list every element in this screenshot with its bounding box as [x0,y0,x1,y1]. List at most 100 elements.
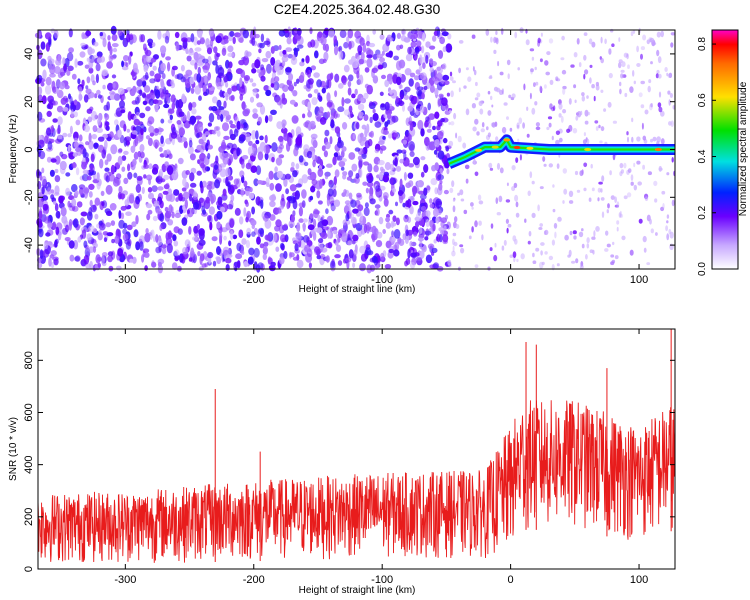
noise-cell [517,124,519,129]
noise-cell [103,237,108,243]
noise-cell [54,175,61,183]
noise-cell [222,251,228,256]
noise-cell [92,125,98,133]
noise-cell [208,214,213,225]
noise-cell [157,186,164,191]
noise-cell [198,239,206,246]
noise-cell [100,255,105,265]
noise-cell [614,255,619,260]
noise-cell [332,188,337,198]
noise-cell [409,151,415,158]
noise-cell [95,254,101,264]
noise-cell [278,44,282,51]
noise-cell [379,34,385,40]
noise-cell [135,96,140,105]
noise-cell [437,50,444,59]
chart-title: C2E4.2025.364.02.48.G30 [274,1,441,17]
noise-cell [161,244,167,249]
noise-cell [425,210,431,217]
noise-cell [439,180,443,185]
noise-cell [140,151,145,159]
noise-cell [450,121,455,126]
noise-cell [334,45,338,56]
noise-cell [487,110,492,116]
noise-cell [415,221,420,228]
noise-cell [186,110,191,121]
noise-cell [132,85,137,94]
noise-cell [96,51,103,58]
noise-cell [296,259,304,269]
noise-cell [62,57,66,66]
noise-cell [190,182,197,188]
noise-cell [344,98,351,104]
noise-cell [249,187,253,193]
noise-cell [339,29,347,39]
noise-cell [78,92,82,102]
noise-cell [114,235,120,244]
noise-cell [342,219,347,226]
noise-cell [222,122,229,132]
noise-cell [311,137,317,146]
noise-cell [397,190,404,196]
noise-cell [455,224,460,229]
noise-cell [465,108,470,116]
noise-cell [571,260,576,264]
y-tick-label: 0 [23,146,35,152]
noise-cell [304,244,310,253]
colorbar-ticks: 0.00.20.40.60.8 [697,37,716,276]
noise-cell [160,81,165,90]
noise-cell [657,73,662,79]
noise-cell [228,61,233,69]
noise-cell [70,109,74,118]
noise-cell [568,200,574,204]
noise-cell [529,171,533,179]
noise-cell [584,69,589,75]
noise-cell [330,260,336,269]
noise-cell [173,240,179,247]
noise-cell [570,64,575,68]
colorbar: 0.00.20.40.60.8 Normalized spectral ampl… [697,29,749,276]
noise-cell [650,61,653,65]
noise-cell [382,135,386,140]
noise-cell [606,243,611,248]
noise-cell [220,227,228,233]
noise-cell [97,94,102,99]
noise-cell [207,152,211,160]
noise-cell [474,220,478,228]
noise-cell [90,204,97,213]
noise-cell [231,85,238,92]
noise-cell [397,237,402,244]
noise-cell [144,252,150,258]
noise-cell [660,206,665,212]
noise-cell [156,99,163,105]
noise-cell [552,105,556,111]
noise-cell [595,84,600,91]
noise-cell [348,59,354,65]
noise-cell [439,36,445,45]
signal-trace [446,134,675,169]
noise-cell [395,217,400,226]
noise-cell [202,65,209,74]
noise-cell [220,206,226,213]
x-tick-label: -200 [243,574,265,586]
noise-cell [346,176,352,181]
noise-cell [345,203,351,212]
noise-cell [457,135,462,143]
noise-cell [54,155,61,165]
noise-cell [353,249,358,256]
noise-cell [333,176,337,186]
noise-cell [107,82,114,91]
noise-cell [416,30,423,39]
noise-cell [246,227,252,235]
noise-cell [403,171,407,181]
noise-cell [335,244,342,252]
noise-cell [54,168,59,174]
noise-cell [217,196,223,205]
noise-cell [122,228,128,235]
noise-cell [452,205,456,213]
noise-cell [251,130,257,140]
noise-cell [403,37,411,43]
noise-cell [347,80,352,88]
noise-cell [164,206,169,212]
noise-cell [419,239,423,250]
